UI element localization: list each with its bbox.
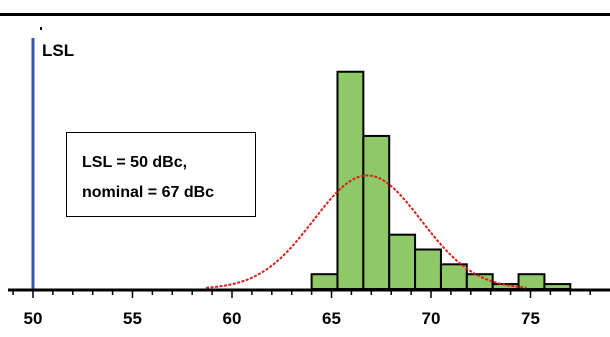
ticks-layer: 50 55 60 65 70 75 xyxy=(12,290,591,328)
annotation-box: LSL = 50 dBc, nominal = 67 dBc xyxy=(66,132,256,217)
annotation-box-frame xyxy=(66,132,256,217)
histogram-bar xyxy=(439,263,468,290)
histogram-bar xyxy=(465,273,494,290)
annotation-line-2: nominal = 67 dBc xyxy=(82,184,214,201)
x-tick-label: 70 xyxy=(422,309,441,328)
histogram-bar xyxy=(491,283,520,290)
normal-fit-curve xyxy=(206,174,527,289)
top-marker xyxy=(40,27,42,30)
annotation-line-1: LSL = 50 dBc, xyxy=(82,154,187,171)
x-tick-label: 65 xyxy=(322,309,341,328)
histogram-bar xyxy=(388,233,417,290)
histogram-bar xyxy=(543,283,572,290)
histogram-bar xyxy=(310,273,339,290)
x-tick-label: 50 xyxy=(24,309,43,328)
histogram-bar xyxy=(414,248,442,290)
lsl-label: LSL xyxy=(42,41,74,60)
histogram-bar xyxy=(362,134,391,290)
x-tick-label: 75 xyxy=(521,309,540,328)
x-tick-label: 55 xyxy=(123,309,142,328)
x-tick-label: 60 xyxy=(223,309,242,328)
